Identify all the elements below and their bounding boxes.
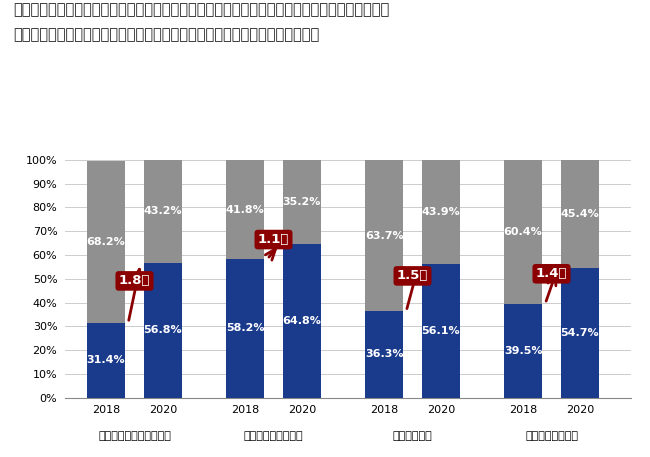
Bar <box>422 160 460 264</box>
Text: 1.1倍: 1.1倍 <box>258 233 289 246</box>
Text: 35.2%: 35.2% <box>283 197 321 207</box>
Bar <box>561 159 599 268</box>
Bar <box>504 304 542 398</box>
Text: あなたは、デジタル広告配信における「アドベリフィケーション」や、「ブランドセーフティ」: あなたは、デジタル広告配信における「アドベリフィケーション」や、「ブランドセーフ… <box>13 2 389 17</box>
Bar <box>365 160 403 311</box>
Bar <box>561 268 599 398</box>
Bar <box>87 323 125 398</box>
Bar <box>226 160 264 259</box>
Text: 68.2%: 68.2% <box>86 237 125 247</box>
Bar <box>226 259 264 398</box>
Text: ブランドセーフティ: ブランドセーフティ <box>244 431 304 441</box>
Bar <box>365 311 403 398</box>
Text: 1.5倍: 1.5倍 <box>397 270 428 282</box>
Text: 「アドフラウド」「ビューアビリティ」といったキーワードをご存知ですか？: 「アドフラウド」「ビューアビリティ」といったキーワードをご存知ですか？ <box>13 27 319 43</box>
Text: 58.2%: 58.2% <box>226 324 265 334</box>
Text: 56.1%: 56.1% <box>422 326 460 336</box>
Text: 1.8倍: 1.8倍 <box>119 274 150 287</box>
Text: 45.4%: 45.4% <box>560 209 599 218</box>
Text: 54.7%: 54.7% <box>561 328 599 338</box>
Bar <box>144 160 182 263</box>
Text: ビューアビリティ: ビューアビリティ <box>525 431 578 441</box>
Text: アドフラウド: アドフラウド <box>393 431 432 441</box>
Text: 36.3%: 36.3% <box>365 350 404 360</box>
Bar <box>283 160 321 244</box>
Text: 31.4%: 31.4% <box>86 355 125 365</box>
Text: 1.4倍: 1.4倍 <box>536 267 567 280</box>
Bar <box>144 263 182 398</box>
Text: 63.7%: 63.7% <box>365 231 404 241</box>
Text: 60.4%: 60.4% <box>504 227 543 237</box>
Text: 56.8%: 56.8% <box>144 325 182 335</box>
Text: 41.8%: 41.8% <box>226 205 265 215</box>
Bar <box>422 264 460 398</box>
Bar <box>504 160 542 304</box>
Text: 43.9%: 43.9% <box>422 207 460 217</box>
Text: 39.5%: 39.5% <box>504 345 542 356</box>
Text: 43.2%: 43.2% <box>144 206 182 216</box>
Text: 64.8%: 64.8% <box>283 316 321 325</box>
Text: アドベリフィケーション: アドベリフィケーション <box>98 431 171 441</box>
Bar <box>87 161 125 323</box>
Bar <box>283 244 321 398</box>
